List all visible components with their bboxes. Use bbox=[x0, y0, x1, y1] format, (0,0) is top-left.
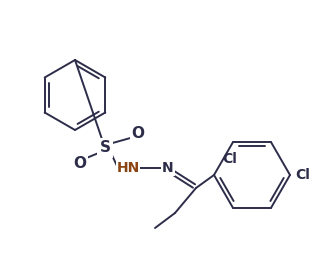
Text: O: O bbox=[132, 125, 145, 140]
Text: S: S bbox=[100, 140, 111, 155]
Text: Cl: Cl bbox=[222, 152, 237, 166]
Text: HN: HN bbox=[116, 161, 140, 175]
Text: N: N bbox=[162, 161, 174, 175]
Text: O: O bbox=[73, 155, 87, 170]
Text: Cl: Cl bbox=[295, 168, 310, 182]
